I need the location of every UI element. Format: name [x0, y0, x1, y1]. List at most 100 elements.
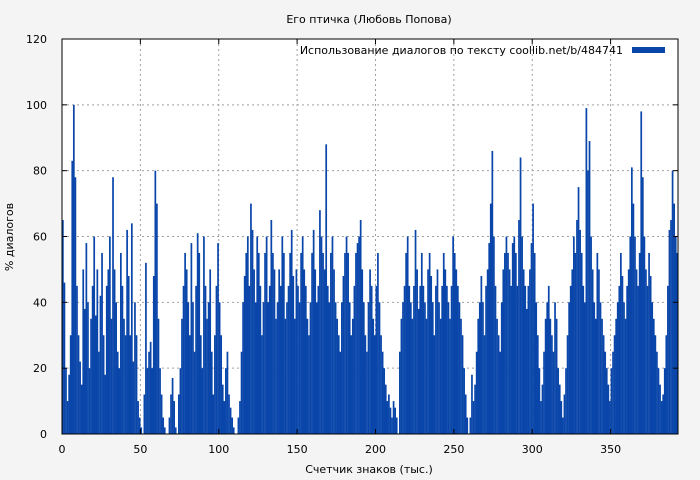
bar	[505, 236, 508, 434]
bar	[344, 252, 346, 434]
bar	[240, 351, 243, 434]
bar	[231, 417, 233, 434]
bar	[551, 335, 553, 434]
bar	[372, 318, 375, 434]
bar	[105, 285, 108, 435]
y-tick-label: 0	[40, 428, 47, 441]
bar	[565, 368, 567, 434]
bar	[627, 269, 630, 434]
bar	[201, 368, 204, 434]
bar	[65, 368, 67, 434]
bar	[287, 285, 290, 435]
bar	[594, 318, 597, 434]
bar	[115, 302, 118, 434]
bar	[446, 285, 448, 435]
bar	[409, 302, 412, 434]
bar	[431, 302, 434, 434]
bar	[475, 351, 478, 434]
bar	[250, 203, 252, 434]
bar	[662, 394, 665, 434]
bar	[157, 318, 160, 434]
bar	[66, 401, 69, 434]
bar	[460, 318, 462, 434]
bar	[361, 269, 364, 434]
bar	[370, 285, 373, 435]
bar	[549, 318, 552, 434]
bar	[591, 269, 594, 434]
bar	[609, 401, 611, 434]
bar	[350, 335, 353, 434]
bar	[203, 236, 205, 434]
bar	[535, 302, 538, 434]
bar	[399, 351, 401, 434]
bar	[140, 427, 143, 434]
bar	[386, 401, 389, 434]
bar	[522, 269, 525, 434]
bar	[414, 229, 417, 434]
bar	[267, 302, 270, 434]
legend-label: Использование диалогов по тексту coollib…	[300, 44, 623, 57]
bar	[389, 407, 392, 434]
bar	[656, 351, 658, 434]
bar	[87, 302, 89, 434]
bar	[529, 269, 531, 434]
x-tick-label: 50	[133, 443, 147, 456]
grid-lines	[62, 39, 678, 434]
bar	[76, 285, 78, 435]
bar	[502, 269, 505, 434]
bar	[107, 269, 110, 434]
bar	[283, 252, 285, 434]
bar	[228, 394, 230, 434]
y-axis-label: % диалогов	[3, 203, 16, 271]
bar	[452, 236, 455, 434]
bar	[478, 302, 481, 434]
bar	[179, 368, 182, 434]
bar	[297, 285, 299, 435]
bar	[590, 236, 592, 434]
bar	[527, 285, 530, 435]
bar	[544, 318, 547, 434]
bar	[325, 144, 328, 434]
bar	[320, 236, 323, 434]
bar	[623, 302, 625, 434]
x-tick-label: 350	[600, 443, 621, 456]
bar	[309, 302, 312, 434]
bar	[648, 252, 650, 434]
bar	[521, 236, 523, 434]
bar	[331, 236, 334, 434]
bar	[402, 302, 404, 434]
bar	[482, 302, 484, 434]
bar	[381, 351, 384, 434]
bar	[613, 335, 616, 434]
bar	[94, 315, 97, 434]
bar	[187, 302, 190, 434]
bar	[607, 384, 610, 435]
bar	[449, 318, 451, 434]
bar	[129, 335, 132, 434]
bar	[170, 394, 172, 434]
bar	[602, 335, 605, 434]
bar	[514, 252, 517, 434]
bar	[177, 394, 180, 434]
bar	[239, 401, 241, 434]
bar	[667, 285, 669, 435]
bar	[455, 269, 458, 434]
bar	[558, 384, 561, 435]
bar	[557, 368, 560, 434]
bar	[497, 335, 500, 434]
bar	[130, 223, 133, 434]
bar	[442, 252, 445, 434]
bar	[546, 302, 549, 434]
bar	[79, 361, 81, 434]
bar	[640, 111, 643, 435]
bar	[143, 394, 146, 434]
bar	[616, 302, 619, 434]
bar	[315, 302, 318, 434]
bar	[507, 252, 509, 434]
bar	[420, 252, 423, 434]
bar	[123, 318, 125, 434]
bar	[151, 368, 154, 434]
bar	[624, 318, 627, 434]
bar	[223, 401, 226, 434]
bar	[137, 401, 139, 434]
